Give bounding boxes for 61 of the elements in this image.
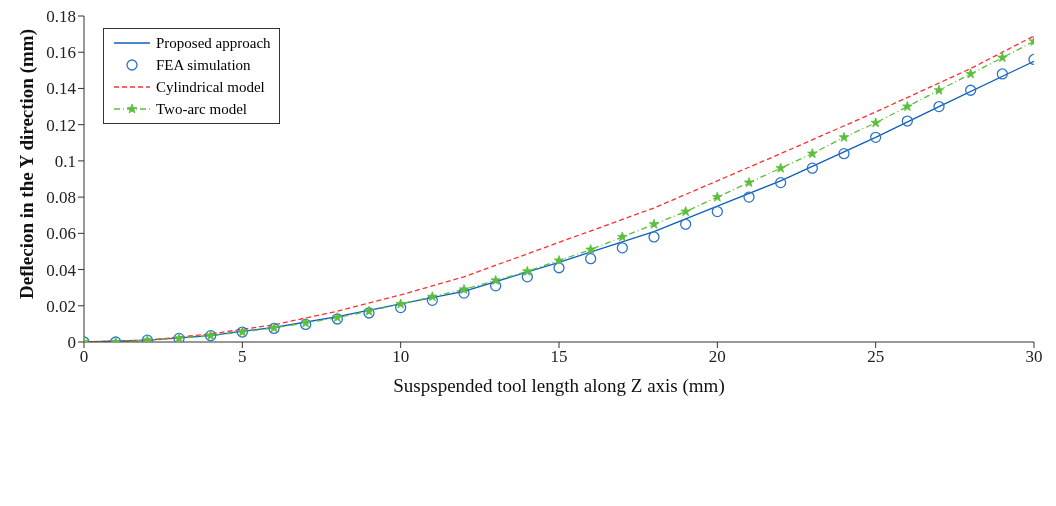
point: [807, 148, 818, 159]
point: [490, 280, 502, 292]
point: [458, 287, 470, 299]
point: [838, 147, 850, 160]
y-tick-label: 0: [67, 333, 76, 353]
point: [458, 284, 470, 294]
point: [616, 242, 628, 254]
point: [743, 191, 755, 203]
x-axis-title: Suspspended tool length along Z axis (mm): [393, 375, 725, 397]
point: [617, 231, 628, 242]
y-tick-label: 0.16: [46, 43, 76, 63]
point: [522, 265, 533, 276]
point: [870, 131, 882, 143]
point: [553, 255, 565, 265]
y-tick-label: 0.04: [46, 260, 77, 280]
y-tick-label: 0.06: [46, 224, 76, 244]
point: [553, 262, 565, 274]
x-tick-label: 25: [867, 347, 885, 367]
point: [838, 131, 850, 142]
y-tick-label: 0.02: [46, 296, 76, 316]
x-tick-label: 15: [550, 347, 568, 367]
point: [743, 177, 755, 188]
y-tick-label: 0.12: [46, 115, 76, 135]
x-tick-label: 5: [238, 347, 247, 367]
point: [521, 271, 533, 283]
point: [933, 84, 945, 95]
point: [901, 115, 913, 127]
point: [680, 218, 692, 230]
point: [965, 68, 976, 79]
y-axis-title: Deflecion in the Y direction (mm): [15, 29, 38, 299]
point: [711, 205, 723, 218]
point: [490, 275, 501, 285]
x-tick-label: 30: [1025, 347, 1043, 367]
point: [395, 298, 406, 309]
y-tick-label: 0.08: [46, 188, 76, 208]
point: [775, 176, 787, 189]
x-tick-label: 10: [392, 347, 410, 367]
legend-label: Two-arc model: [156, 100, 247, 118]
y-tick-label: 0.18: [46, 7, 76, 27]
point: [712, 191, 723, 202]
point: [648, 231, 660, 243]
point: [933, 100, 945, 113]
point: [395, 301, 407, 314]
y-tick-label: 0.1: [54, 151, 76, 171]
point: [806, 162, 818, 174]
x-tick-label: 20: [708, 347, 726, 367]
point: [902, 101, 913, 111]
point: [680, 206, 691, 217]
point: [585, 244, 596, 255]
point: [996, 68, 1008, 80]
point: [585, 253, 597, 265]
y-tick-label: 0.14: [46, 79, 77, 99]
point: [427, 291, 438, 302]
point: [775, 162, 786, 173]
point: [997, 52, 1008, 63]
legend-label: Cylindrical model: [156, 78, 265, 96]
point: [870, 117, 881, 128]
point: [648, 218, 660, 229]
legend-label: FEA simulation: [156, 56, 251, 74]
point: [965, 84, 977, 96]
legend-label: Proposed approach: [156, 34, 271, 52]
